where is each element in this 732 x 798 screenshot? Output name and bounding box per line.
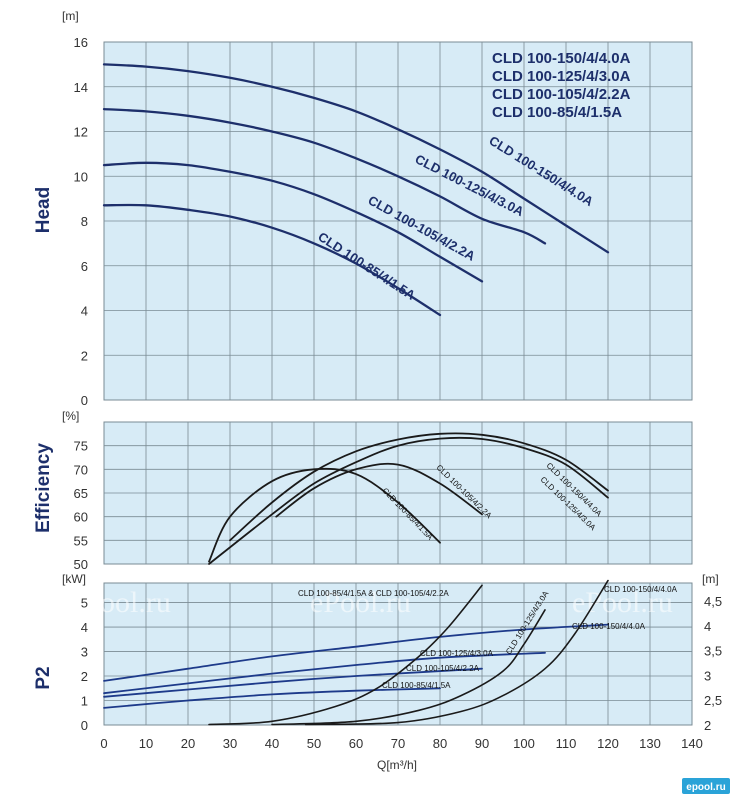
y-tick-label: 10 xyxy=(74,169,88,184)
legend-entry: CLD 100-85/4/1.5A xyxy=(492,104,622,121)
p2-curve-label: CLD 100-105/4/2.2A xyxy=(406,664,480,673)
x-tick-label: 40 xyxy=(265,736,279,751)
y-tick-label: 0 xyxy=(81,718,88,733)
p2-curve-label: CLD 100-85/4/1.5A & CLD 100-105/4/2.2A xyxy=(298,589,449,598)
watermark: ePool.ru xyxy=(310,586,411,619)
series-line xyxy=(208,467,441,563)
head-axis-title: Head xyxy=(33,187,54,233)
y-tick-label: 16 xyxy=(74,35,88,50)
y-tick-label: 65 xyxy=(74,486,88,501)
head-panel: 0 2 4 6 8 10 12 14 16 [m] Head CLD 100-150/4/4.0… xyxy=(33,9,693,408)
y-tick-label: 75 xyxy=(74,439,88,454)
y-tick-label: 0 xyxy=(81,393,88,408)
power-axis-title: P2 xyxy=(33,666,54,689)
efficiency-grid xyxy=(104,422,692,564)
y-tick-label: 8 xyxy=(81,214,88,229)
x-tick-label: 130 xyxy=(639,736,661,751)
right-tick-label: 2 xyxy=(704,718,711,733)
series-line xyxy=(102,161,484,283)
legend-entry: CLD 100-105/4/2.2A xyxy=(492,86,631,103)
brand-badge-bg xyxy=(682,778,730,794)
right-tick-label: 3,5 xyxy=(704,644,722,659)
series-line xyxy=(103,687,441,709)
y-tick-label: 2 xyxy=(81,669,88,684)
watermarks: ePool.ru ePool.ru ePool.ru xyxy=(70,586,673,619)
x-tick-label: 10 xyxy=(139,736,153,751)
right-tick-label: 2,5 xyxy=(704,693,722,708)
x-tick-label: 120 xyxy=(597,736,619,751)
x-tick-label: 90 xyxy=(475,736,489,751)
y-tick-label: 6 xyxy=(81,259,88,274)
series-line xyxy=(103,623,609,682)
p2-curve-label: CLD 100-85/4/1.5A xyxy=(382,681,451,690)
power-panel: ePool.ru ePool.ru ePool.ru 0 1 2 3 4 5 2 2,5 3 3… xyxy=(33,572,722,733)
npsh-line xyxy=(271,609,546,726)
y-tick-label: 60 xyxy=(74,510,88,525)
efficiency-unit: [%] xyxy=(62,409,79,423)
npsh-right-ticks: 2 2,5 3 3,5 4 4,5 xyxy=(704,594,722,733)
legend-entry: CLD 100-125/4/3.0A xyxy=(492,68,631,85)
series-line xyxy=(102,203,442,317)
y-tick-label: 5 xyxy=(81,596,88,611)
head-unit: [m] xyxy=(62,9,79,23)
y-tick-label: 70 xyxy=(74,462,88,477)
x-tick-label: 60 xyxy=(349,736,363,751)
legend-entry: CLD 100-150/4/4.0A xyxy=(492,50,631,67)
npsh-line xyxy=(208,584,483,726)
x-axis-ticks: 0 10 20 30 40 50 60 70 80 90 100 110 120 130 140 xyxy=(100,736,702,751)
y-tick-label: 4 xyxy=(81,620,88,635)
head-curves xyxy=(102,63,610,317)
npsh-unit: [m] xyxy=(702,572,719,586)
npsh-line xyxy=(304,579,609,726)
power-unit: [kW] xyxy=(62,572,86,586)
right-tick-label: 4 xyxy=(704,619,711,634)
x-tick-label: 0 xyxy=(100,736,107,751)
x-tick-label: 70 xyxy=(391,736,405,751)
p2-curve-label: CLD 100-125/4/3.0A xyxy=(420,649,494,658)
series-line xyxy=(208,436,609,565)
x-tick-label: 30 xyxy=(223,736,237,751)
y-tick-label: 55 xyxy=(74,533,88,548)
power-grid xyxy=(104,583,692,725)
x-axis-label: Q[m³/h] xyxy=(377,758,417,772)
power-curves xyxy=(103,579,609,726)
series-line xyxy=(103,667,483,698)
series-line xyxy=(103,651,546,695)
x-tick-label: 140 xyxy=(681,736,703,751)
series-line xyxy=(102,107,547,245)
right-tick-label: 3 xyxy=(704,668,711,683)
y-tick-label: 2 xyxy=(81,348,88,363)
brand-text: epool.ru xyxy=(686,782,725,793)
y-tick-label: 12 xyxy=(74,125,88,140)
p2-curve-label: CLD 100-150/4/4.0A xyxy=(572,622,646,631)
x-tick-label: 110 xyxy=(556,736,577,751)
head-legend: CLD 100-150/4/4.0A CLD 100-125/4/3.0A CL… xyxy=(492,50,631,121)
p2-curve-label: CLD 100-150/4/4.0A xyxy=(604,585,678,594)
series-line xyxy=(275,462,483,518)
y-tick-label: 1 xyxy=(81,694,88,709)
power-y-ticks: 0 1 2 3 4 5 xyxy=(81,596,88,733)
y-tick-label: 14 xyxy=(74,80,88,95)
efficiency-y-ticks: 50 55 60 65 70 75 xyxy=(74,439,88,572)
y-tick-label: 50 xyxy=(74,557,88,572)
efficiency-axis-title: Efficiency xyxy=(33,443,54,533)
x-tick-label: 20 xyxy=(181,736,195,751)
x-tick-label: 100 xyxy=(513,736,535,751)
series-line xyxy=(229,432,609,542)
series-line xyxy=(102,63,610,254)
y-tick-label: 3 xyxy=(81,645,88,660)
x-tick-label: 50 xyxy=(307,736,321,751)
efficiency-curves xyxy=(208,432,609,565)
x-tick-label: 80 xyxy=(433,736,447,751)
y-tick-label: 4 xyxy=(81,304,88,319)
watermark: ePool.ru xyxy=(70,586,171,619)
head-y-ticks: 0 2 4 6 8 10 12 14 16 xyxy=(74,35,88,408)
brand-badge: epool.ru xyxy=(682,778,730,794)
right-tick-label: 4,5 xyxy=(704,594,722,609)
